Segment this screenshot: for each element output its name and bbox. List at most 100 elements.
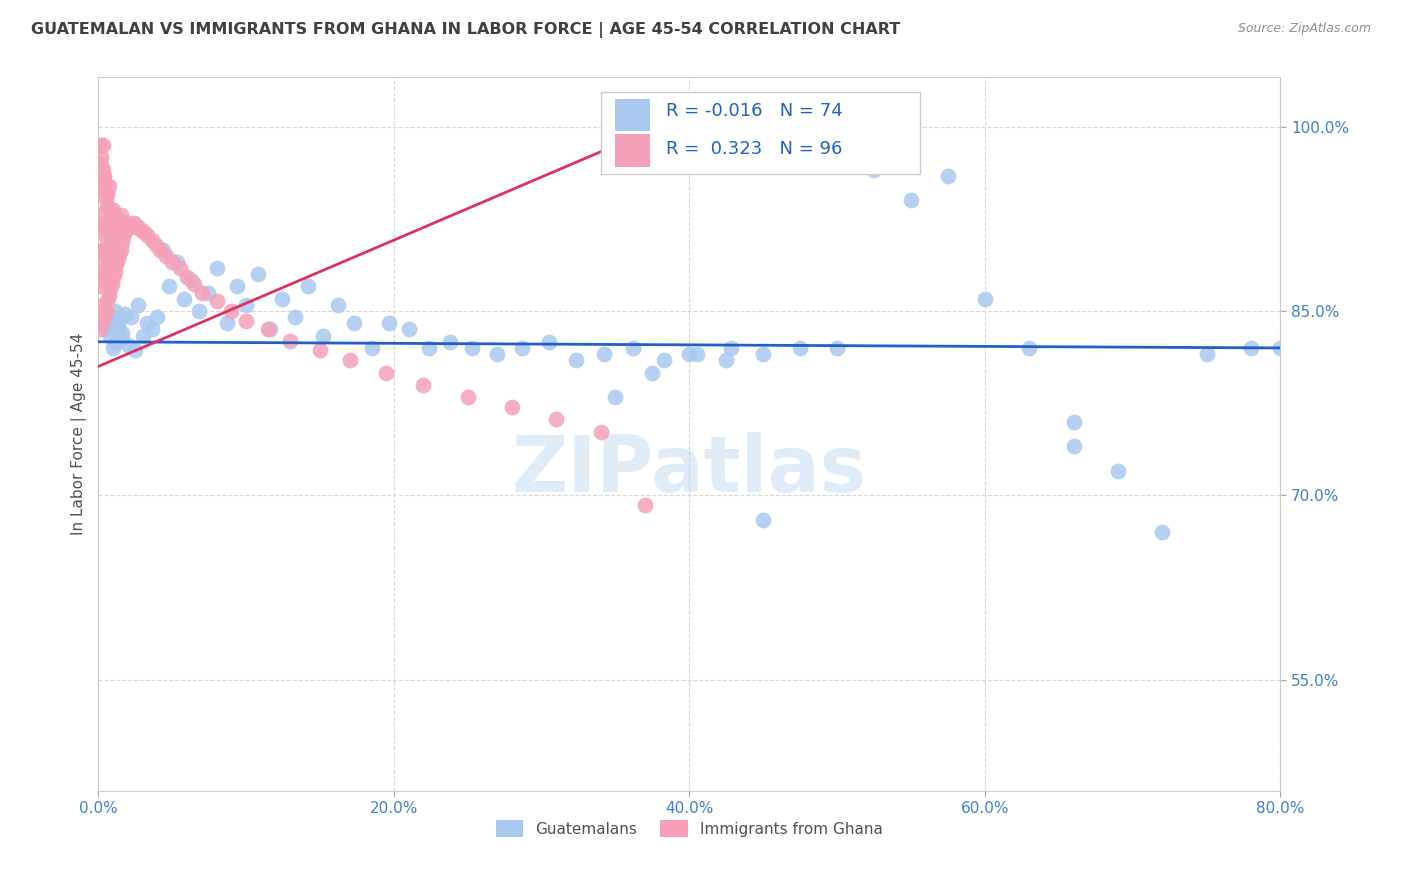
Point [512, 341, 534, 355]
Point [101, 203, 124, 218]
Point [108, 314, 131, 328]
Point [107, 252, 129, 267]
Point [108, 247, 131, 261]
Point [863, 162, 886, 177]
Point [98, 211, 121, 226]
Point [686, 347, 709, 361]
Point [259, 322, 281, 336]
Point [101, 269, 124, 284]
Point [589, 425, 612, 439]
Point [146, 310, 169, 325]
Point [100, 277, 122, 291]
Point [110, 331, 132, 345]
Point [93, 175, 115, 189]
Point [98, 249, 121, 263]
Point [246, 267, 269, 281]
Point [90, 150, 112, 164]
Point [378, 316, 401, 330]
Point [564, 353, 586, 368]
Point [91, 218, 114, 232]
Text: ZIPatlas: ZIPatlas [512, 432, 868, 508]
Point [117, 338, 139, 352]
Point [1195, 347, 1218, 361]
Point [546, 412, 568, 426]
Point [136, 316, 159, 330]
Point [111, 236, 134, 251]
Y-axis label: In Labor Force | Age 45-54: In Labor Force | Age 45-54 [72, 333, 87, 535]
Point [326, 298, 349, 312]
Point [592, 347, 614, 361]
Point [825, 341, 848, 355]
Point [439, 334, 461, 349]
Point [375, 366, 398, 380]
Point [90, 156, 112, 170]
Point [284, 310, 307, 325]
Point [120, 218, 142, 232]
Point [100, 243, 122, 257]
Point [652, 353, 675, 368]
Point [94, 230, 117, 244]
Point [280, 334, 302, 348]
FancyBboxPatch shape [614, 135, 651, 167]
Point [309, 343, 332, 358]
Point [537, 334, 560, 349]
Point [94, 304, 117, 318]
Point [90, 316, 112, 330]
Point [110, 208, 132, 222]
Point [166, 255, 188, 269]
Point [501, 400, 523, 414]
Point [152, 243, 174, 257]
Point [96, 187, 118, 202]
Point [89, 322, 111, 336]
Point [312, 328, 335, 343]
Point [97, 316, 120, 330]
FancyBboxPatch shape [600, 92, 920, 174]
Point [136, 227, 159, 242]
Point [270, 292, 292, 306]
Point [187, 304, 209, 318]
Point [205, 294, 228, 309]
Point [91, 298, 114, 312]
Point [108, 213, 131, 227]
Point [127, 298, 149, 312]
Point [98, 328, 121, 343]
Point [180, 273, 202, 287]
Point [1063, 415, 1085, 429]
Point [634, 499, 657, 513]
Point [641, 366, 664, 380]
Point [90, 181, 112, 195]
Point [114, 224, 136, 238]
Point [936, 169, 959, 183]
Point [155, 249, 177, 263]
Point [121, 220, 143, 235]
Text: R = -0.016   N = 74: R = -0.016 N = 74 [665, 102, 842, 120]
Point [118, 215, 141, 229]
Text: GUATEMALAN VS IMMIGRANTS FROM GHANA IN LABOR FORCE | AGE 45-54 CORRELATION CHART: GUATEMALAN VS IMMIGRANTS FROM GHANA IN L… [31, 22, 900, 38]
Point [93, 243, 115, 257]
Point [114, 306, 136, 320]
Point [97, 289, 120, 303]
Point [100, 310, 122, 325]
Point [115, 218, 138, 232]
Point [91, 138, 114, 153]
Point [105, 334, 128, 349]
Legend: Guatemalans, Immigrants from Ghana: Guatemalans, Immigrants from Ghana [489, 814, 889, 844]
Point [100, 236, 122, 251]
Point [360, 341, 382, 355]
Point [94, 187, 117, 202]
Point [752, 347, 775, 361]
Point [1270, 341, 1292, 355]
Point [141, 233, 163, 247]
Point [605, 390, 627, 404]
Point [122, 215, 145, 229]
Point [105, 223, 128, 237]
Point [412, 377, 434, 392]
Point [191, 285, 214, 300]
Point [124, 343, 146, 358]
Point [97, 178, 120, 193]
Point [89, 169, 111, 183]
Point [96, 224, 118, 238]
Point [752, 513, 775, 527]
Text: R =  0.323   N = 96: R = 0.323 N = 96 [665, 140, 842, 158]
Point [127, 220, 149, 235]
